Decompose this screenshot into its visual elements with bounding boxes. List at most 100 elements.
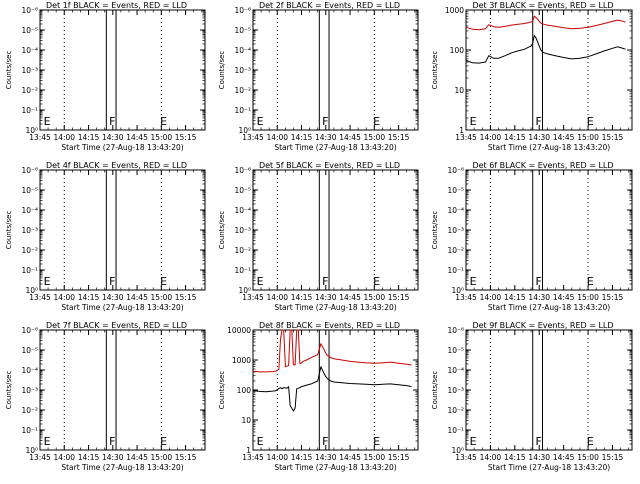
x-tick-label: 14:00	[480, 453, 502, 462]
x-tick-label: 13:45	[455, 453, 477, 462]
x-tick-label: 15:15	[388, 453, 410, 462]
event-marker-e: E	[257, 115, 264, 128]
x-tick-label: 14:00	[53, 453, 75, 462]
x-tick-label: 14:45	[339, 133, 361, 142]
x-tick-label: 14:00	[266, 293, 288, 302]
event-marker-f: F	[322, 115, 328, 128]
y-axis-label: Counts/sec	[218, 211, 226, 250]
panel-title: Det 7f BLACK = Events, RED = LLD	[46, 321, 187, 330]
y-tick-label: 10⁰	[451, 286, 464, 295]
y-tick-label: 10⁰	[25, 126, 38, 135]
x-tick-label: 14:00	[53, 133, 75, 142]
y-tick-label: 10⁻⁵	[447, 346, 464, 355]
x-tick-label: 14:30	[528, 453, 550, 462]
y-tick-label: 10⁻¹	[234, 266, 251, 275]
panel-title: Det 3f BLACK = Events, RED = LLD	[472, 1, 613, 10]
x-axis-label: Start Time (27-Aug-18 13:43:20)	[488, 463, 610, 472]
x-tick-label: 14:45	[339, 293, 361, 302]
event-marker-e: E	[587, 115, 594, 128]
y-tick-label: 10⁻⁴	[21, 206, 38, 215]
y-tick-label: 10⁻⁶	[234, 6, 251, 15]
event-marker-f: F	[109, 275, 115, 288]
x-tick-label: 13:45	[242, 293, 264, 302]
x-axis-label: Start Time (27-Aug-18 13:43:20)	[274, 463, 396, 472]
event-marker-e: E	[470, 115, 477, 128]
x-tick-label: 13:45	[29, 453, 51, 462]
x-axis-label: Start Time (27-Aug-18 13:43:20)	[61, 303, 183, 312]
x-tick-label: 14:45	[553, 133, 575, 142]
lld-series-line	[252, 329, 412, 373]
event-marker-e: E	[587, 435, 594, 448]
x-tick-label: 14:45	[126, 453, 148, 462]
x-tick-label: 14:30	[528, 133, 550, 142]
event-marker-f: F	[109, 435, 115, 448]
y-tick-label: 10⁻¹	[447, 426, 464, 435]
y-tick-label: 10	[241, 416, 251, 425]
lld-series-line	[465, 15, 626, 31]
y-tick-label: 10⁻³	[447, 226, 464, 235]
x-tick-label: 14:30	[315, 133, 337, 142]
x-tick-label: 15:00	[577, 133, 599, 142]
y-tick-label: 10⁻⁶	[447, 166, 464, 175]
x-tick-label: 13:45	[455, 293, 477, 302]
event-marker-e: E	[44, 275, 51, 288]
x-tick-label: 15:00	[577, 293, 599, 302]
y-tick-label: 10⁻²	[234, 86, 251, 95]
x-tick-label: 14:15	[291, 453, 313, 462]
x-tick-label: 14:15	[78, 133, 100, 142]
x-tick-label: 13:45	[29, 133, 51, 142]
y-tick-label: 10⁻²	[21, 406, 38, 415]
y-tick-label: 10⁻⁴	[234, 46, 251, 55]
x-tick-label: 15:15	[175, 453, 197, 462]
y-tick-label: 10⁻¹	[21, 426, 38, 435]
y-tick-label: 100	[450, 46, 465, 55]
x-axis-label: Start Time (27-Aug-18 13:43:20)	[274, 143, 396, 152]
panel-title: Det 5f BLACK = Events, RED = LLD	[259, 161, 400, 170]
event-marker-e: E	[257, 435, 264, 448]
panel-title: Det 8f BLACK = Events, RED = LLD	[259, 321, 400, 330]
event-marker-e: E	[470, 435, 477, 448]
y-tick-label: 10⁻⁴	[447, 366, 464, 375]
x-axis-label: Start Time (27-Aug-18 13:43:20)	[61, 143, 183, 152]
x-tick-label: 15:00	[151, 293, 173, 302]
y-axis-label: Counts/sec	[5, 371, 13, 410]
detector-panel-8: Det 8f BLACK = Events, RED = LLD 1 10 100 10…	[218, 321, 419, 472]
y-tick-label: 10⁻²	[447, 246, 464, 255]
y-tick-label: 10⁻³	[447, 386, 464, 395]
y-tick-label: 10⁻²	[234, 246, 251, 255]
event-marker-f: F	[109, 115, 115, 128]
x-tick-label: 15:15	[602, 293, 624, 302]
y-tick-label: 10⁻⁵	[21, 186, 38, 195]
y-tick-label: 10⁻³	[21, 66, 38, 75]
y-tick-label: 10⁻¹	[21, 266, 38, 275]
y-tick-label: 10⁰	[451, 446, 464, 455]
x-tick-label: 14:00	[480, 133, 502, 142]
y-axis-label: Counts/sec	[218, 51, 226, 90]
detector-panel-2: Det 2f BLACK = Events, RED = LLD 10⁰ 10⁻¹ 1…	[218, 1, 419, 152]
detector-panel-9: Det 9f BLACK = Events, RED = LLD 10⁰ 10⁻¹ 1…	[431, 321, 633, 472]
x-axis-label: Start Time (27-Aug-18 13:43:20)	[488, 143, 610, 152]
y-tick-label: 10⁻⁶	[234, 166, 251, 175]
x-tick-label: 14:30	[102, 133, 124, 142]
panel-title: Det 9f BLACK = Events, RED = LLD	[472, 321, 613, 330]
x-tick-label: 14:00	[266, 133, 288, 142]
event-marker-e: E	[160, 435, 167, 448]
x-tick-label: 15:15	[602, 453, 624, 462]
x-tick-label: 15:00	[151, 453, 173, 462]
y-tick-label: 10⁻⁶	[21, 326, 38, 335]
y-tick-label: 10⁻¹	[234, 106, 251, 115]
y-tick-label: 100	[237, 386, 252, 395]
y-tick-label: 10⁰	[25, 446, 38, 455]
event-marker-f: F	[322, 275, 328, 288]
y-tick-label: 10⁻⁴	[21, 366, 38, 375]
event-marker-e: E	[373, 435, 380, 448]
x-tick-label: 14:15	[78, 453, 100, 462]
panel-title: Det 1f BLACK = Events, RED = LLD	[46, 1, 187, 10]
event-marker-e: E	[587, 275, 594, 288]
x-tick-label: 14:00	[266, 453, 288, 462]
x-tick-label: 15:15	[602, 133, 624, 142]
x-tick-label: 14:15	[504, 133, 526, 142]
events-series-line	[465, 35, 626, 64]
y-axis-label: Counts/sec	[431, 371, 439, 410]
